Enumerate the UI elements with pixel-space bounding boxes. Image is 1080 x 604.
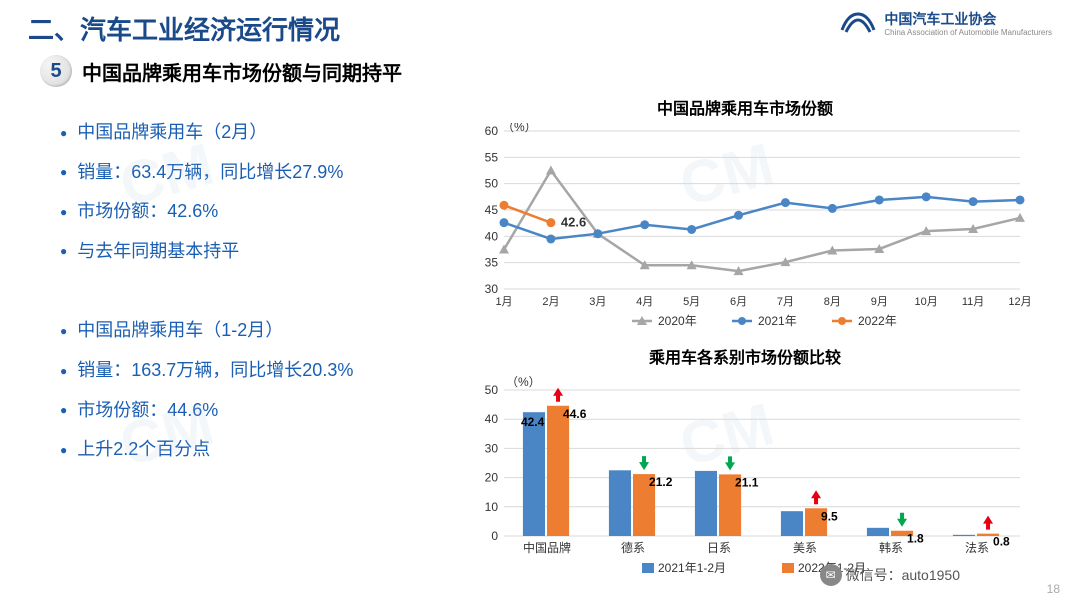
svg-text:12月: 12月 <box>1008 296 1030 308</box>
svg-text:韩系: 韩系 <box>879 540 903 555</box>
svg-text:21.2: 21.2 <box>649 475 673 489</box>
svg-text:法系: 法系 <box>965 541 989 555</box>
svg-text:21.1: 21.1 <box>735 475 759 489</box>
bar-chart-svg: 0 10 20 30 40 50 （%） 44.6 42.4 中国品牌 21.2 德系 21.1 日系 9.… <box>460 372 1030 582</box>
svg-text:42.4: 42.4 <box>521 415 545 429</box>
bar-chart: 乘用车各系别市场份额比较 0 10 20 30 40 50 （%） 44.6 42.4 中国品牌 2… <box>460 344 1030 587</box>
svg-text:44.6: 44.6 <box>563 407 587 421</box>
bullet-item: 与去年同期基本持平 <box>60 232 460 272</box>
header: 二、汽车工业经济运行情况 中国汽车工业协会 China Association … <box>0 0 1080 47</box>
bullet-group-bottom: 中国品牌乘用车（1-2月）销量：163.7万辆，同比增长20.3%市场份额：44… <box>60 311 460 469</box>
svg-text:2020年: 2020年 <box>658 314 697 328</box>
svg-text:35: 35 <box>485 256 499 270</box>
bullet-item: 中国品牌乘用车（2月） <box>60 113 460 153</box>
svg-text:9.5: 9.5 <box>821 509 838 523</box>
svg-text:日系: 日系 <box>707 541 731 555</box>
page-number: 18 <box>1047 582 1060 596</box>
svg-text:2021年1-2月: 2021年1-2月 <box>658 561 726 575</box>
charts-column: 中国品牌乘用车市场份额 30 35 40 45 50 55 60 1月 2月 3月 4月 5月 6月 7月… <box>460 95 1060 587</box>
section-title: 二、汽车工业经济运行情况 <box>28 10 340 47</box>
subtitle-row: 5 中国品牌乘用车市场份额与同期持平 <box>40 55 1080 87</box>
svg-text:20: 20 <box>485 471 499 485</box>
bullet-column: 中国品牌乘用车（2月）销量：63.4万辆，同比增长27.9%市场份额：42.6%… <box>0 95 460 587</box>
svg-text:3月: 3月 <box>589 296 606 308</box>
svg-text:30: 30 <box>485 282 499 296</box>
bullet-item: 市场份额：44.6% <box>60 391 460 431</box>
svg-text:7月: 7月 <box>777 296 794 308</box>
bullet-item: 销量：163.7万辆，同比增长20.3% <box>60 351 460 391</box>
svg-text:40: 40 <box>485 412 499 426</box>
svg-text:55: 55 <box>485 150 499 164</box>
badge-number: 5 <box>40 55 72 87</box>
svg-text:（%）: （%） <box>502 123 537 134</box>
svg-text:2月: 2月 <box>542 296 559 308</box>
svg-text:1月: 1月 <box>495 296 512 308</box>
bullet-item: 市场份额：42.6% <box>60 192 460 232</box>
wechat-footer: ✉ 微信号：auto1950 <box>820 564 960 586</box>
svg-text:德系: 德系 <box>621 540 645 555</box>
svg-text:50: 50 <box>485 383 499 397</box>
svg-text:50: 50 <box>485 177 499 191</box>
line-chart-svg: 30 35 40 45 50 55 60 1月 2月 3月 4月 5月 6月 7月 8月 9月 10月 11月 12… <box>460 123 1030 333</box>
svg-text:9月: 9月 <box>871 296 888 308</box>
logo: 中国汽车工业协会 China Association of Automobile… <box>840 10 1052 38</box>
subtitle-text: 中国品牌乘用车市场份额与同期持平 <box>82 57 402 86</box>
svg-text:2021年: 2021年 <box>758 314 797 328</box>
wechat-icon: ✉ <box>820 564 842 586</box>
svg-text:11月: 11月 <box>962 296 984 308</box>
svg-text:2022年: 2022年 <box>858 314 897 328</box>
line-chart: 中国品牌乘用车市场份额 30 35 40 45 50 55 60 1月 2月 3月 4月 5月 6月 7月… <box>460 95 1030 338</box>
bullet-item: 销量：63.4万辆，同比增长27.9% <box>60 153 460 193</box>
svg-text:中国品牌: 中国品牌 <box>523 540 571 555</box>
svg-text:10: 10 <box>485 500 499 514</box>
logo-icon <box>840 10 876 38</box>
line-chart-title: 中国品牌乘用车市场份额 <box>460 95 1030 119</box>
svg-text:（%）: （%） <box>506 375 541 389</box>
svg-text:6月: 6月 <box>730 296 747 308</box>
svg-text:30: 30 <box>485 441 499 455</box>
logo-text: 中国汽车工业协会 <box>884 11 1052 28</box>
svg-text:5月: 5月 <box>683 296 700 308</box>
svg-text:42.6: 42.6 <box>561 215 586 230</box>
svg-text:45: 45 <box>485 203 499 217</box>
svg-text:4月: 4月 <box>636 296 653 308</box>
svg-text:8月: 8月 <box>824 296 841 308</box>
svg-text:0.8: 0.8 <box>993 535 1010 549</box>
svg-text:60: 60 <box>485 124 499 138</box>
logo-sub: China Association of Automobile Manufact… <box>884 28 1052 37</box>
svg-text:美系: 美系 <box>793 541 817 555</box>
svg-text:1.8: 1.8 <box>907 532 924 546</box>
svg-text:0: 0 <box>491 529 498 543</box>
bar-chart-title: 乘用车各系别市场份额比较 <box>460 344 1030 368</box>
bullet-item: 中国品牌乘用车（1-2月） <box>60 311 460 351</box>
svg-text:10月: 10月 <box>915 296 938 308</box>
bullet-group-top: 中国品牌乘用车（2月）销量：63.4万辆，同比增长27.9%市场份额：42.6%… <box>60 113 460 271</box>
bullet-item: 上升2.2个百分点 <box>60 430 460 470</box>
svg-text:40: 40 <box>485 229 499 243</box>
wechat-text: 微信号：auto1950 <box>846 565 960 585</box>
